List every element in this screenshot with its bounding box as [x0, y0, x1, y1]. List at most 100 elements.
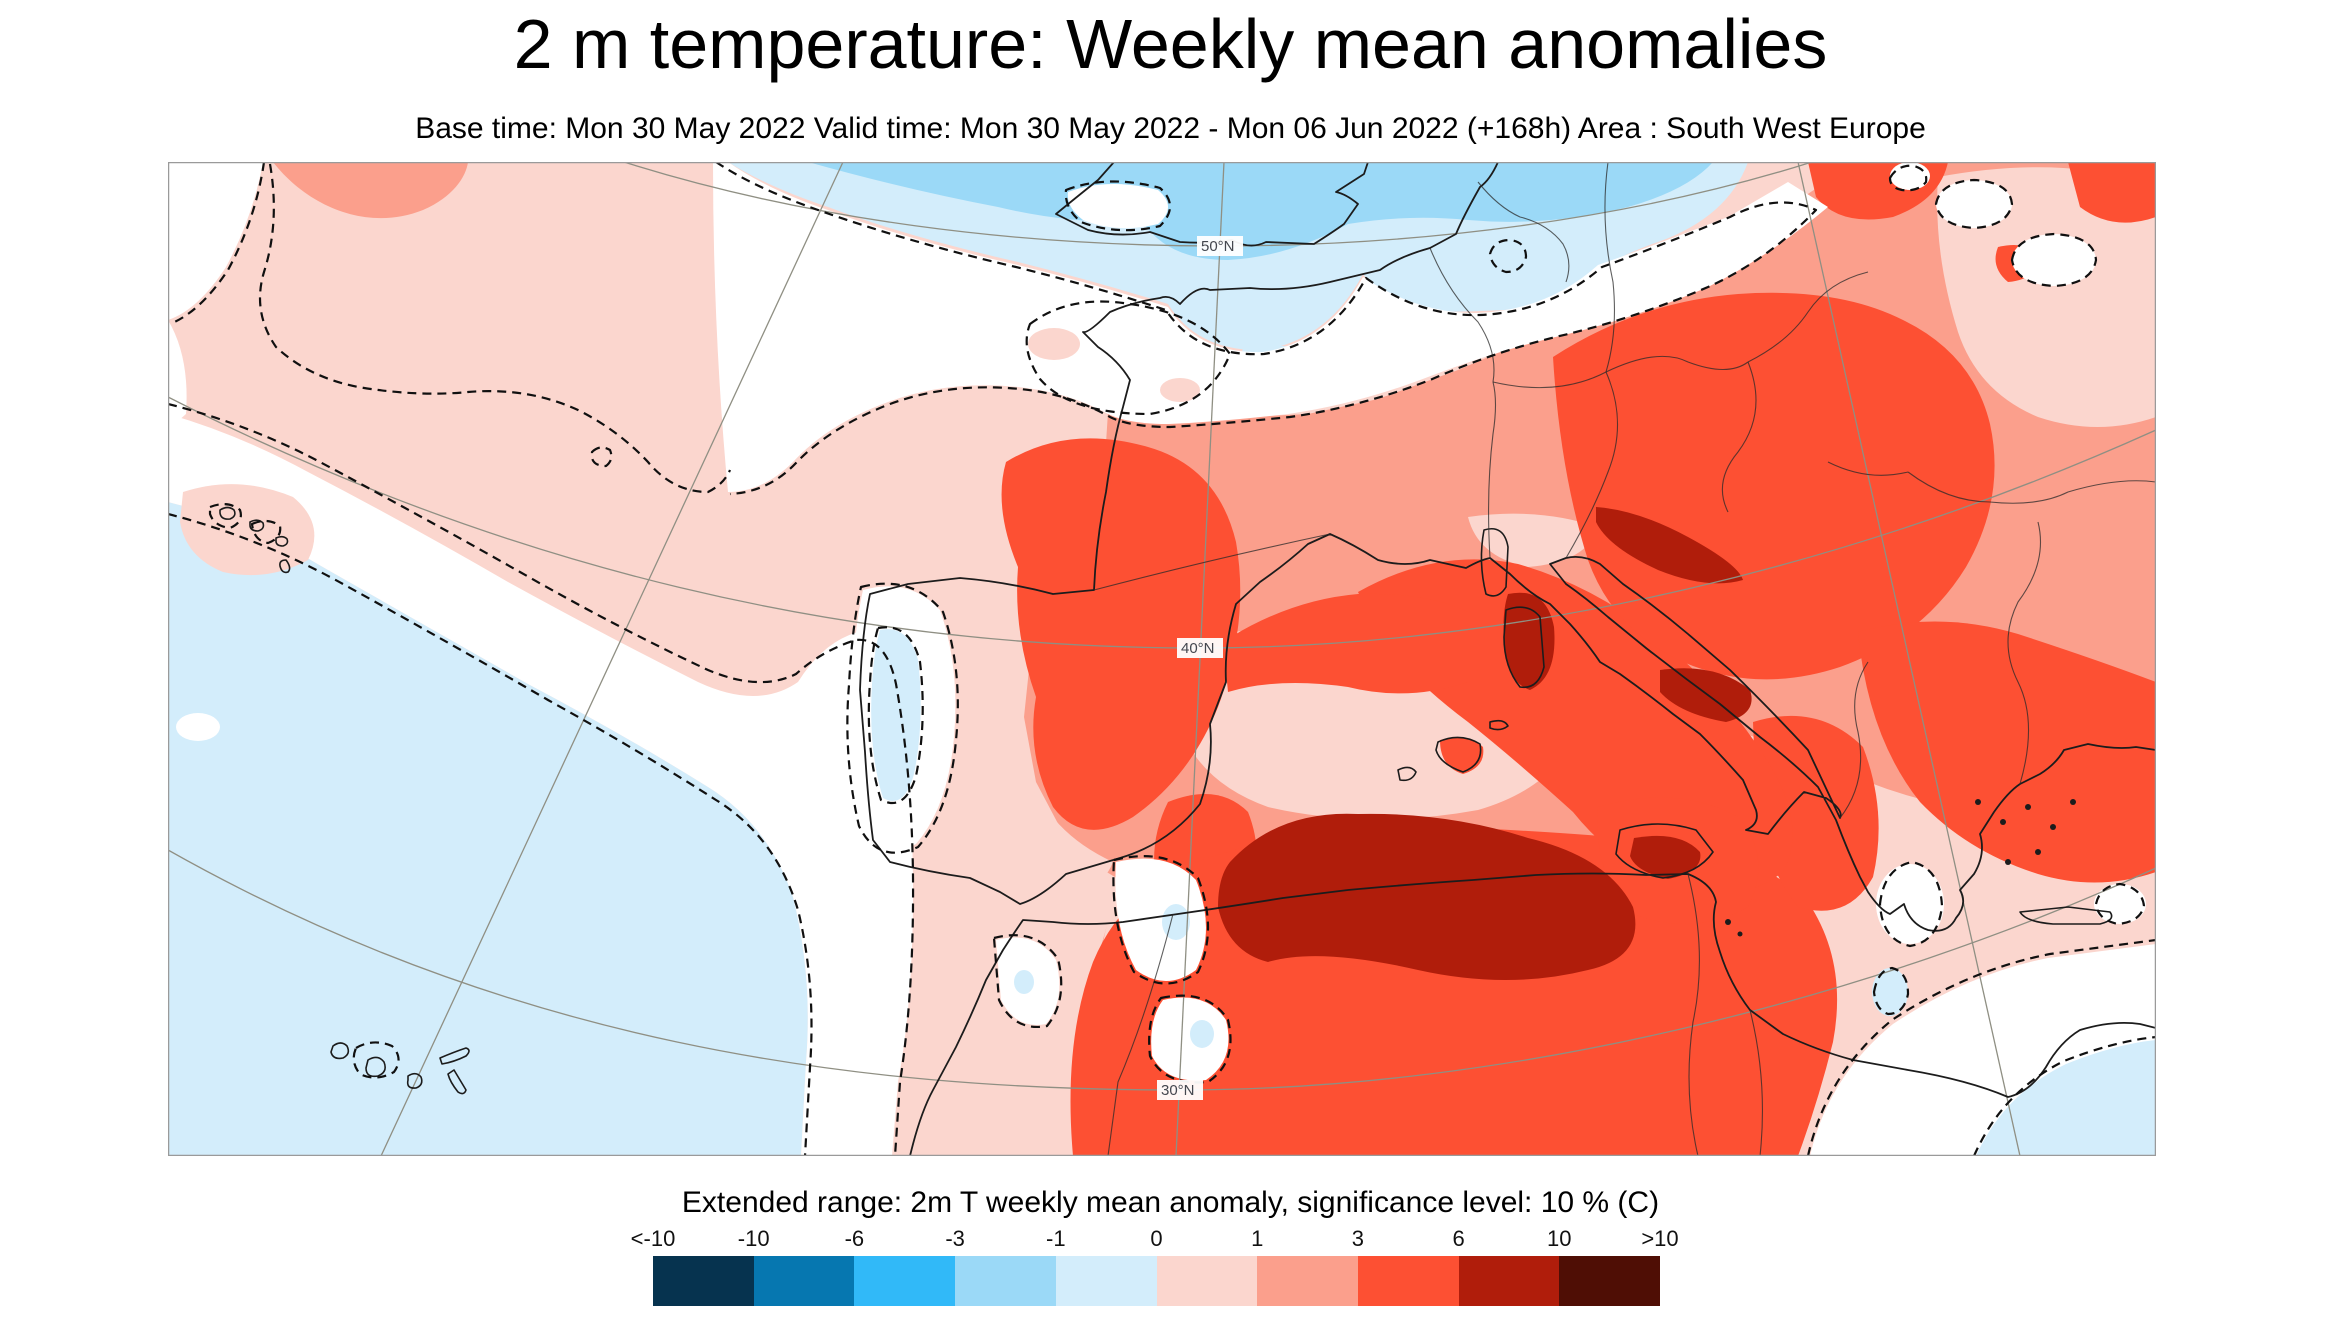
dashed-morocco-coast [992, 934, 1063, 1028]
dashed-portugal-inner [867, 626, 924, 805]
dashed-nw-pink [258, 163, 732, 494]
border-pyrenees [1093, 533, 1331, 591]
significance-contours [168, 162, 2156, 1156]
border-hu-ro [1827, 461, 1909, 476]
colorbar-cell [1156, 1256, 1258, 1306]
dashed-denmark [1488, 238, 1528, 274]
dashed-azores1 [208, 503, 242, 530]
tick-label: >10 [1641, 1226, 1679, 1251]
anomaly-darkred-tyrrhenian [1596, 507, 1743, 584]
coast-corsica [1480, 528, 1509, 597]
dashed-libya-inner [1972, 1035, 2156, 1156]
coast-aegean-islands [1725, 799, 2076, 937]
anomaly-lightblue-atlantic [168, 502, 808, 1156]
dashed-ne3 [1888, 164, 1928, 192]
dashed-atlantic-inner [168, 402, 915, 1156]
anomaly-darkred-sardinia [1503, 592, 1555, 690]
border-tn-ly [1749, 1009, 1764, 1156]
colorbar [653, 1256, 1661, 1306]
nonsig-white-spot-ne1 [1936, 180, 2012, 228]
label-box-30n [1157, 1080, 1203, 1100]
anomaly-lightblue-coast [1014, 970, 1034, 994]
nonsig-white-northband [713, 162, 1828, 492]
anomaly-lightblue-libya [1976, 1040, 2156, 1156]
colorbar-cell [1559, 1256, 1661, 1306]
anomaly-red-corner-top [2068, 162, 2156, 223]
colorbar-cell [1458, 1256, 1560, 1306]
nonsig-white-cornwall [1067, 183, 1168, 229]
dashed-tenerife [352, 1041, 400, 1079]
colorbar-cell [955, 1256, 1056, 1306]
border-dz-tn [1687, 873, 1700, 1156]
border-al-mk [1839, 661, 1869, 819]
coast-canary-islands [330, 1042, 470, 1095]
border-fr-de [1429, 247, 1495, 383]
anomaly-lightblue-gulf [1872, 968, 1908, 1016]
colorbar-cell [1257, 1256, 1358, 1306]
colorbar-cell [854, 1256, 956, 1306]
dashed-small-circle [590, 446, 613, 468]
colorbar-ticks: <-10 -10 -6 -3 -1 0 1 3 6 10 >10 [631, 1226, 1679, 1254]
tick-label: -3 [945, 1226, 965, 1251]
map-canvas: 50°N 40°N 30°N [168, 162, 2156, 1156]
anomaly-darkred-sitaly [1660, 668, 1752, 722]
dashed-cyrenaica [1878, 860, 1944, 948]
tick-label: <-10 [630, 1226, 676, 1251]
nonsig-white-atlas2 [1151, 997, 1229, 1081]
coast-ibiza [1397, 766, 1417, 782]
nonsig-white-topleft [168, 162, 263, 320]
border-nl-de [1477, 181, 1570, 283]
coastlines [219, 162, 2156, 1156]
tick-label: -6 [844, 1226, 865, 1251]
colorbar-cell [1357, 1256, 1459, 1306]
tick-label: 6 [1452, 1226, 1465, 1251]
dashed-ne1 [1934, 178, 2014, 230]
anomaly-salmon-topleft [273, 162, 468, 219]
anomaly-pink-spot-normandy [1160, 378, 1200, 402]
meridian-center [1175, 162, 1225, 1156]
colorbar-cell [753, 1256, 855, 1306]
nonsig-white-spot-ne2 [2012, 234, 2096, 286]
meridian-east [1797, 162, 2021, 1156]
tick-label: -1 [1046, 1226, 1066, 1251]
legend-caption: Extended range: 2m T weekly mean anomaly… [681, 1186, 1660, 1219]
anomaly-lightblue-portugal [871, 629, 921, 801]
border-at-hu [1721, 361, 1757, 513]
coast-sardinia [1503, 606, 1545, 689]
border-bg-tr [2007, 521, 2041, 785]
anomaly-red-greece [1858, 621, 2156, 883]
anomaly-pink-topright [1937, 167, 2156, 427]
dashed-brittany [1025, 300, 1232, 416]
tick-label: 10 [1547, 1226, 1572, 1251]
graticule-label-30n: 30°N [1161, 1082, 1195, 1099]
border-at-si [1565, 371, 1619, 559]
border-de-cz [1492, 355, 1749, 389]
anomaly-lightblue-atlas2 [1190, 1020, 1214, 1048]
dashed-gulf [1872, 966, 1910, 1016]
dashed-portugal-outer [846, 582, 959, 854]
tick-label: -10 [737, 1226, 770, 1251]
anomaly-pink-po-valley [1468, 513, 1598, 567]
coast-sicily [1615, 823, 1714, 879]
coast-mallorca [1435, 736, 1482, 773]
anomaly-red-sefrance [1223, 593, 1468, 694]
anomaly-red-spain [1001, 438, 1241, 830]
page-title: 2 m temperature: Weekly mean anomalies [513, 5, 1828, 83]
tick-label: 3 [1351, 1226, 1365, 1251]
coast-france-iberia [859, 162, 2156, 932]
dashed-topleft [169, 162, 266, 326]
anomaly-map: 50°N 40°N 30°N [168, 162, 2156, 1156]
anomaly-pink-spot-brittany [1028, 328, 1080, 360]
tick-label: 0 [1150, 1226, 1163, 1251]
anomaly-red-mallorca [1440, 737, 1484, 774]
graticule-label-40n: 40°N [1181, 640, 1215, 657]
border-cz-sk [1747, 271, 1869, 363]
graticule-labels: 50°N 40°N 30°N [1157, 236, 1243, 1100]
anomaly-blue-northsea [808, 162, 1713, 260]
border-ro-bg [1907, 471, 2156, 504]
country-borders [1093, 162, 2156, 1156]
dashed-northband [715, 162, 1818, 496]
coast-azores [219, 506, 291, 574]
anomaly-red-balkans [1553, 292, 1995, 680]
